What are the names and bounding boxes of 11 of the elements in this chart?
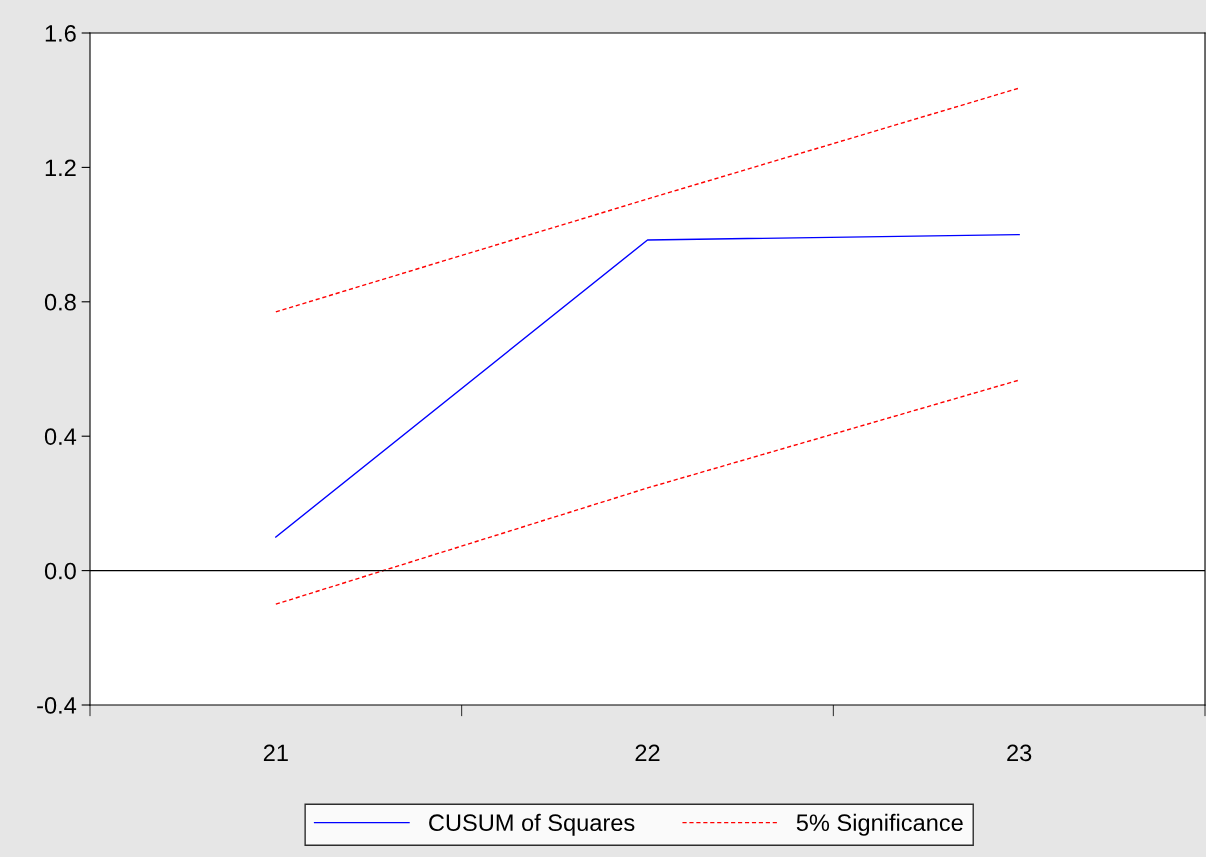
y-tick-label: 1.6 — [45, 25, 76, 42]
x-tick-label: 23 — [1007, 744, 1032, 762]
x-tick-label: 21 — [263, 744, 288, 761]
legend-label: 5% Significance — [796, 813, 963, 836]
y-tick-label: 0.4 — [44, 428, 77, 445]
y-tick-label: 0.0 — [44, 562, 76, 580]
y-tick-label: -0.4 — [37, 697, 77, 714]
legend-label: CUSUM of Squares — [429, 813, 635, 836]
y-tick-label: 0.8 — [44, 293, 76, 311]
x-tick-label: 22 — [635, 744, 660, 761]
y-tick-label: 1.2 — [45, 159, 76, 176]
